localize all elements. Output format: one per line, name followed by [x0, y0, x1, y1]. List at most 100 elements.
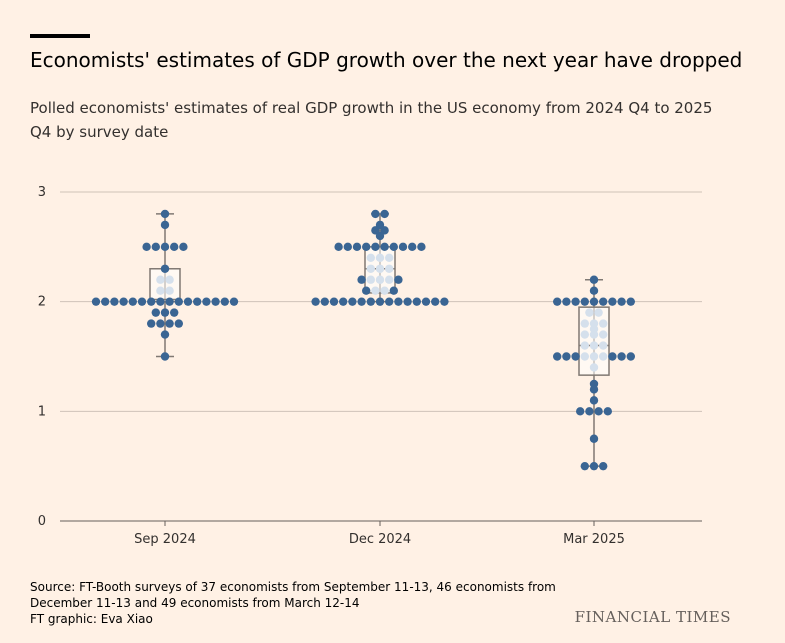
- estimate-dot: [589, 297, 599, 306]
- y-tick-label: 0: [38, 514, 46, 529]
- estimate-dot: [608, 352, 617, 361]
- estimate-dot: [589, 275, 599, 284]
- estimate-dot: [589, 352, 599, 361]
- estimate-dot: [110, 297, 119, 306]
- estimate-dot: [375, 231, 385, 241]
- estimate-dot: [170, 242, 179, 252]
- estimate-dot: [160, 242, 170, 252]
- estimate-dot: [571, 352, 580, 361]
- estimate-dot: [394, 297, 403, 306]
- estimate-dot: [375, 220, 385, 230]
- estimate-dot: [151, 308, 160, 317]
- estimate-dot: [553, 297, 562, 306]
- estimate-dot: [174, 297, 183, 306]
- chart-subtitle: Polled economists' estimates of real GDP…: [30, 99, 713, 141]
- estimate-dot: [589, 363, 599, 372]
- estimate-dot: [417, 242, 426, 252]
- estimate-dot: [119, 297, 128, 306]
- estimate-dot: [389, 286, 398, 295]
- estimate-dot: [589, 461, 599, 471]
- estimate-dot: [101, 297, 110, 306]
- estimate-dot: [394, 275, 403, 284]
- estimate-dot: [440, 297, 449, 306]
- estimate-dot: [580, 352, 589, 361]
- estimate-dot: [160, 330, 170, 339]
- box: [149, 268, 181, 303]
- estimate-dot: [580, 297, 589, 306]
- estimate-dot: [142, 242, 151, 252]
- estimate-dot: [589, 286, 599, 295]
- estimate-dot: [562, 352, 571, 361]
- estimate-dot: [380, 286, 389, 295]
- estimate-dot: [160, 220, 170, 230]
- source-note: Source: FT-Booth surveys of 37 economist…: [30, 580, 556, 610]
- estimate-dot: [421, 297, 431, 306]
- estimate-dot: [385, 297, 394, 306]
- estimate-dot: [589, 434, 599, 443]
- y-tick-label: 1: [38, 404, 46, 419]
- estimate-dot: [375, 264, 385, 273]
- estimate-dot: [137, 297, 147, 306]
- estimate-dot: [156, 319, 165, 328]
- estimate-dot: [366, 275, 375, 284]
- estimate-dot: [617, 297, 626, 306]
- estimate-dot: [398, 242, 408, 252]
- x-tick-label: Mar 2025: [563, 532, 625, 547]
- estimate-dot: [580, 341, 589, 350]
- estimate-dot: [165, 297, 174, 306]
- ft-logo: FINANCIAL TIMES: [574, 608, 731, 626]
- estimate-dot: [366, 297, 375, 306]
- estimate-dot: [380, 242, 389, 252]
- estimate-dot: [311, 297, 320, 306]
- estimate-dot: [594, 407, 603, 416]
- estimate-dot: [156, 275, 165, 284]
- estimate-dot: [357, 297, 366, 306]
- estimate-dot: [329, 297, 339, 306]
- estimate-dot: [389, 242, 398, 252]
- estimate-dot: [362, 242, 371, 252]
- estimate-dot: [580, 319, 589, 328]
- x-tick-label: Dec 2024: [349, 532, 411, 547]
- estimate-dot: [160, 264, 170, 273]
- estimate-dot: [589, 330, 599, 339]
- estimate-dot: [385, 264, 394, 273]
- graphic-credit: FT graphic: Eva Xiao: [30, 612, 153, 626]
- estimate-dot: [403, 297, 412, 306]
- estimate-dot: [599, 352, 608, 361]
- estimate-dot: [562, 297, 571, 306]
- estimate-dot: [362, 286, 371, 295]
- estimate-dot: [229, 297, 239, 306]
- estimate-dot: [580, 461, 589, 471]
- estimate-dot: [553, 352, 562, 361]
- estimate-dot: [348, 297, 357, 306]
- estimate-dot: [589, 385, 599, 394]
- estimate-dot: [585, 407, 594, 416]
- estimate-dot: [589, 396, 599, 405]
- estimate-dot: [334, 242, 343, 252]
- estimate-dot: [589, 341, 599, 350]
- estimate-dot: [339, 297, 348, 306]
- estimate-dot: [385, 253, 394, 262]
- header-rule: [30, 34, 90, 38]
- estimate-dot: [320, 297, 329, 306]
- estimate-dot: [380, 209, 389, 219]
- estimate-dot: [366, 253, 375, 262]
- estimate-dot: [626, 352, 635, 361]
- estimate-dot: [375, 253, 385, 262]
- estimate-dot: [385, 275, 394, 284]
- estimate-dot: [599, 461, 608, 471]
- estimate-dot: [128, 297, 137, 306]
- estimate-dot: [160, 308, 170, 317]
- estimate-dot: [608, 297, 617, 306]
- estimate-dot: [603, 407, 612, 416]
- estimate-dot: [599, 319, 608, 328]
- estimate-dot: [202, 297, 211, 306]
- estimate-dot: [375, 275, 385, 284]
- estimate-dot: [179, 242, 188, 252]
- estimate-dot: [375, 297, 385, 306]
- chart-canvas: 0 1 2 3 Sep 2024 Dec 2024 Mar 2025: [38, 185, 702, 547]
- estimate-dot: [599, 341, 608, 350]
- estimate-dot: [165, 275, 174, 284]
- estimate-dot: [165, 286, 174, 295]
- y-tick-label: 2: [38, 295, 46, 310]
